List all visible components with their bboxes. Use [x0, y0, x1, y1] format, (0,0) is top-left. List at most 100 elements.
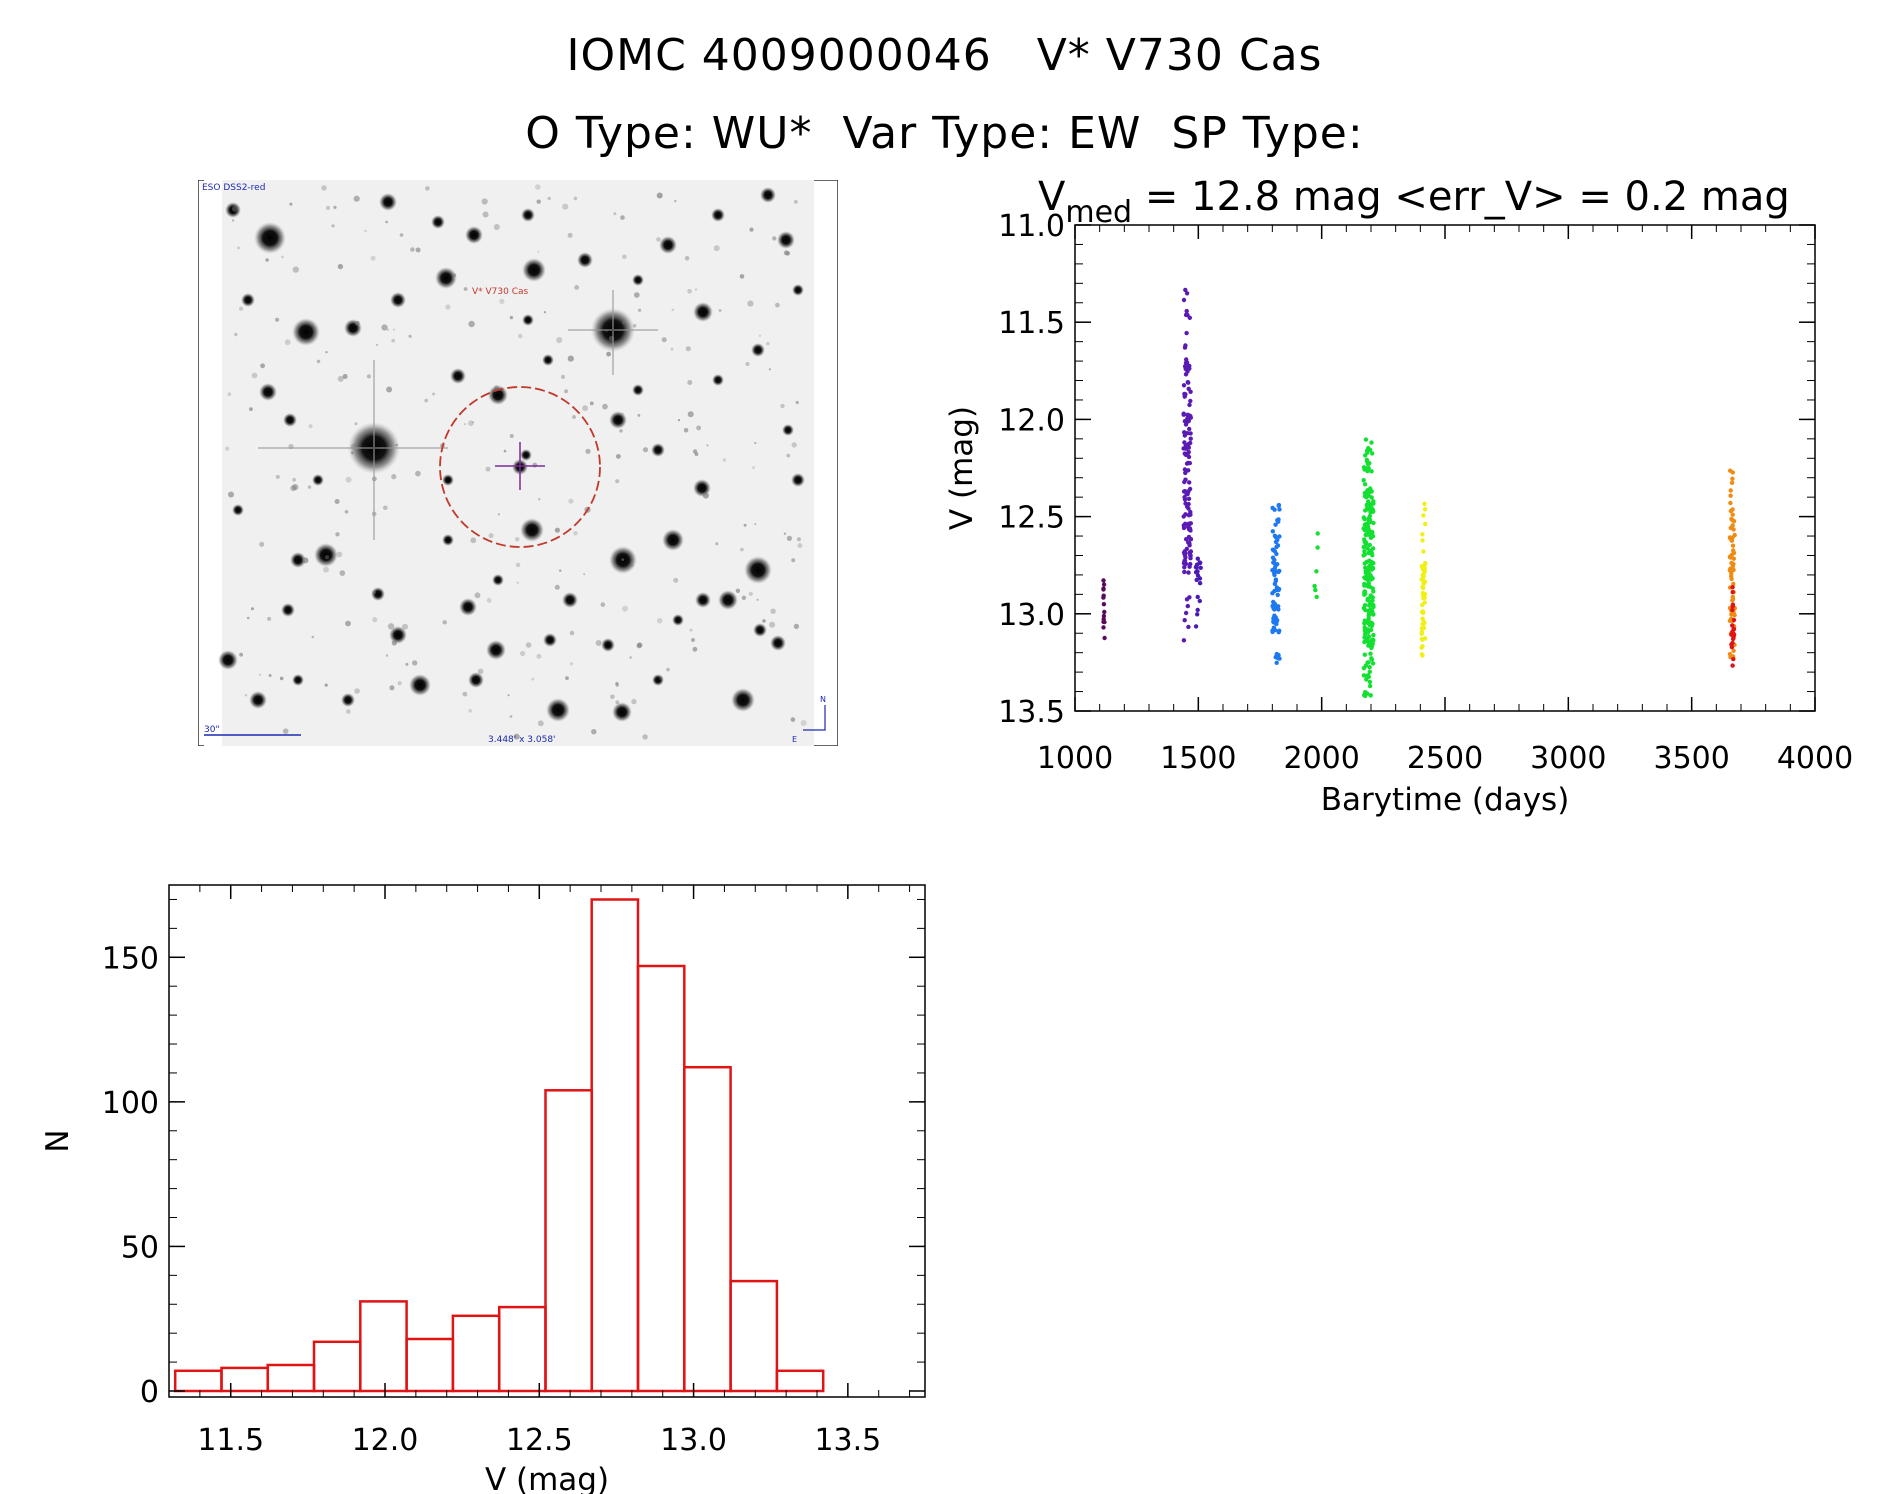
faint-star [311, 635, 314, 639]
faint-star [249, 407, 253, 411]
faint-star [231, 219, 235, 222]
star [751, 343, 765, 357]
lc-xtick-label: 4000 [1777, 741, 1853, 776]
faint-star [515, 562, 521, 568]
faint-star [631, 698, 637, 705]
faint-star [694, 288, 698, 291]
lc-point [1730, 663, 1735, 668]
lc-point [1367, 665, 1372, 670]
star [760, 187, 776, 203]
lc-point [1728, 500, 1733, 506]
lc-point [1371, 520, 1376, 526]
lc-point [1421, 513, 1426, 518]
lc-point [1421, 610, 1426, 616]
star [520, 518, 544, 542]
lc-point [1182, 440, 1187, 445]
faint-star [335, 532, 340, 537]
hist-ytick-label: 100 [102, 1086, 159, 1121]
faint-star [292, 266, 299, 273]
target-crosshair [495, 442, 545, 490]
faint-star [569, 630, 575, 636]
faint-star [321, 185, 327, 191]
star [744, 556, 772, 584]
faint-star [735, 588, 741, 593]
hist-xtick-label: 11.5 [197, 1423, 264, 1458]
lc-point [1423, 521, 1428, 527]
lc-points [1101, 287, 1738, 699]
star [379, 193, 397, 211]
faint-star [621, 558, 625, 561]
faint-star [493, 385, 499, 391]
faint-star [412, 660, 418, 666]
faint-star [556, 337, 563, 344]
star [292, 318, 320, 346]
lc-point [1186, 570, 1191, 575]
star [389, 626, 407, 644]
star [486, 640, 506, 660]
star [609, 411, 627, 429]
star [731, 688, 755, 712]
faint-star [424, 398, 428, 403]
faint-star [507, 694, 510, 697]
lc-point [1271, 616, 1276, 621]
lc-point [1182, 489, 1188, 494]
star [292, 674, 304, 686]
lc-ytick-label: 11.0 [998, 209, 1065, 244]
faint-star [786, 453, 791, 458]
lc-point [1270, 555, 1276, 560]
lc-point [1181, 638, 1187, 643]
star [249, 691, 267, 709]
faint-star [718, 309, 722, 312]
faint-star [537, 250, 540, 253]
faint-star [383, 505, 388, 511]
faint-star [666, 667, 670, 672]
faint-star [619, 429, 623, 433]
lc-point [1363, 690, 1368, 695]
faint-star [770, 608, 776, 614]
diffraction-spikes [258, 290, 658, 540]
star [241, 293, 255, 307]
lc-point [1370, 546, 1376, 551]
lc-point [1362, 625, 1367, 630]
lc-point [1187, 402, 1192, 408]
faint-star [687, 411, 694, 418]
lc-series [1312, 531, 1320, 600]
faint-star [615, 683, 619, 687]
faint-star [658, 675, 663, 681]
faint-star [237, 246, 240, 250]
lc-point [1731, 550, 1737, 556]
star [562, 592, 578, 608]
lc-point [1368, 594, 1373, 600]
lc-point [1184, 308, 1189, 314]
lc-point [1420, 616, 1425, 621]
faint-star [569, 662, 574, 666]
fov-label: 3.448' x 3.058' [488, 735, 556, 745]
hist-bar [451, 1314, 501, 1393]
faint-star [518, 333, 523, 339]
faint-star [632, 324, 637, 328]
lc-point [1366, 660, 1371, 665]
faint-star [572, 415, 576, 419]
star [791, 473, 805, 487]
faint-star [410, 247, 415, 252]
lc-series [1193, 556, 1203, 629]
faint-star [743, 523, 747, 527]
lc-point [1362, 549, 1367, 554]
faint-star [754, 523, 757, 526]
star [442, 534, 454, 546]
lc-point [1422, 600, 1427, 605]
faint-star [689, 628, 693, 632]
faint-star [462, 691, 468, 697]
star [522, 258, 546, 282]
faint-star [275, 317, 280, 322]
lc-point [1186, 506, 1191, 511]
faint-star [307, 485, 312, 489]
lc-point [1730, 636, 1736, 642]
faint-star [389, 685, 395, 691]
faint-star [514, 537, 520, 542]
lc-point [1183, 452, 1189, 457]
faint-star [351, 451, 354, 455]
lc-point [1422, 501, 1427, 506]
faint-star [468, 320, 475, 328]
faint-star [333, 205, 337, 209]
